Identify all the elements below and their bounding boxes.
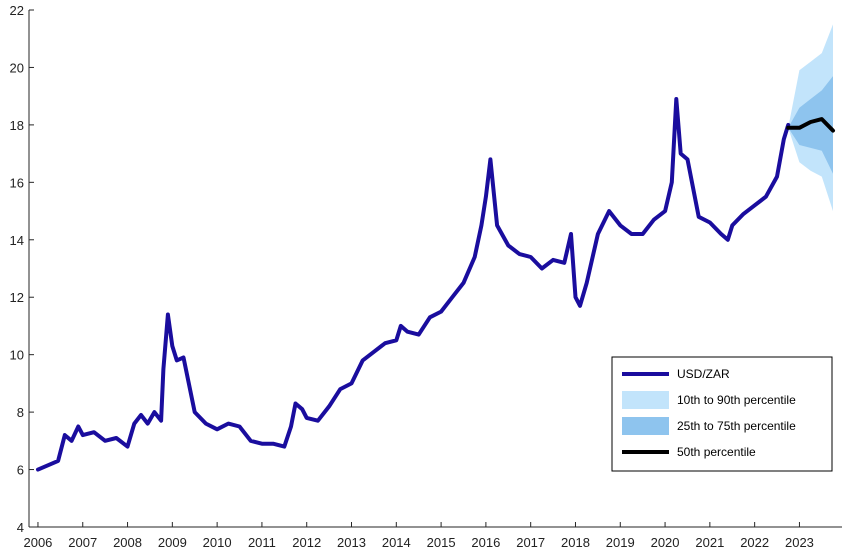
x-tick-label: 2022 xyxy=(740,535,769,550)
y-tick-label: 10 xyxy=(10,348,24,363)
legend-swatch xyxy=(622,391,669,409)
y-tick-label: 14 xyxy=(10,233,24,248)
x-tick-label: 2021 xyxy=(695,535,724,550)
legend-label: 10th to 90th percentile xyxy=(677,393,796,407)
band-p25-p75 xyxy=(788,76,833,174)
x-tick-label: 2011 xyxy=(248,535,276,550)
x-tick-label: 2015 xyxy=(427,535,456,550)
legend-swatch xyxy=(622,417,669,435)
series-lines xyxy=(36,97,835,472)
percentile-bands xyxy=(788,24,833,212)
x-tick-label: 2008 xyxy=(113,535,142,550)
x-tick-label: 2009 xyxy=(158,535,187,550)
legend-label: 25th to 75th percentile xyxy=(677,419,796,433)
y-tick-label: 12 xyxy=(10,290,24,305)
x-tick-label: 2010 xyxy=(203,535,232,550)
x-tick-label: 2019 xyxy=(606,535,635,550)
y-tick-label: 6 xyxy=(17,463,24,478)
x-tick-label: 2016 xyxy=(471,535,500,550)
x-tick-label: 2017 xyxy=(516,535,545,550)
median-forecast-line xyxy=(786,117,835,133)
y-tick-label: 22 xyxy=(10,3,24,18)
x-tick-label: 2012 xyxy=(292,535,321,550)
legend-label: 50th percentile xyxy=(677,445,756,459)
x-tick-label: 2007 xyxy=(68,535,97,550)
y-tick-label: 16 xyxy=(10,175,24,190)
x-tick-label: 2013 xyxy=(337,535,366,550)
usd-zar-line xyxy=(36,97,791,472)
legend-label: USD/ZAR xyxy=(677,367,730,381)
x-tick-label: 2006 xyxy=(23,535,52,550)
y-tick-label: 18 xyxy=(10,118,24,133)
x-tick-label: 2023 xyxy=(785,535,814,550)
y-tick-label: 20 xyxy=(10,60,24,75)
y-tick-label: 8 xyxy=(17,405,24,420)
x-tick-label: 2020 xyxy=(651,535,680,550)
legend: USD/ZAR 10th to 90th percentile 25th to 75… xyxy=(611,356,833,472)
x-tick-label: 2018 xyxy=(561,535,590,550)
y-tick-label: 4 xyxy=(17,520,24,535)
x-tick-label: 2014 xyxy=(382,535,411,550)
